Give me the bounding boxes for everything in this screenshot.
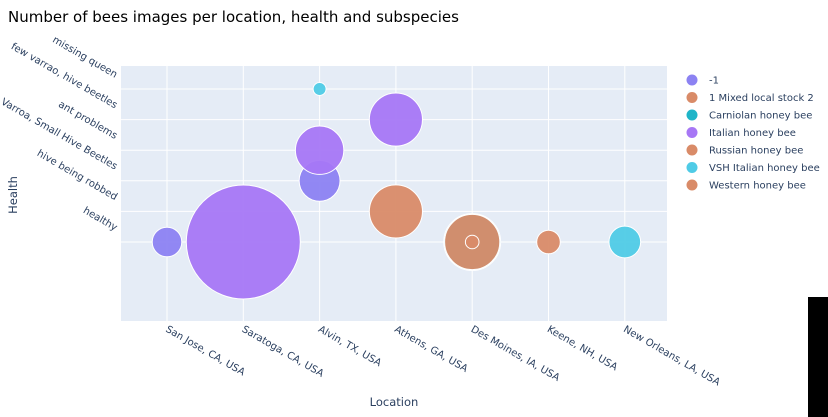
legend-item-western-honey-bee[interactable]: Western honey bee — [686, 179, 806, 192]
legend-label: Western honey bee — [709, 181, 806, 192]
legend-marker — [686, 144, 698, 156]
legend-item-1[interactable]: -1 — [686, 74, 719, 87]
bubble-italian-honey-bee[interactable] — [368, 92, 423, 147]
legend-label: VSH Italian honey bee — [709, 163, 820, 174]
bubble-vsh-italian-honey-bee[interactable] — [608, 225, 642, 259]
x-axis-title: Location — [370, 395, 419, 409]
bubble-1[interactable] — [151, 226, 183, 258]
legend-label: Russian honey bee — [709, 146, 803, 157]
legend-item-1-mixed-local-stock-2[interactable]: 1 Mixed local stock 2 — [686, 92, 814, 104]
legend-label: Italian honey bee — [709, 128, 796, 139]
bubble-western-honey-bee[interactable] — [536, 229, 561, 255]
bubbles — [151, 82, 642, 300]
bubble-western-honey-bee[interactable] — [464, 234, 480, 250]
legend-item-carniolan-honey-bee[interactable]: Carniolan honey bee — [686, 109, 813, 122]
bubble-italian-honey-bee[interactable] — [185, 184, 301, 300]
y-axis-title: Health — [6, 176, 20, 214]
edge-black-bar — [808, 297, 828, 417]
legend-marker — [686, 74, 698, 86]
legend-label: -1 — [709, 76, 719, 87]
y-tick-label: healthy — [81, 205, 119, 233]
legend-item-russian-honey-bee[interactable]: Russian honey bee — [686, 144, 804, 157]
x-tick-label: Keene, NH, USA — [545, 324, 619, 373]
bubble-italian-honey-bee[interactable] — [294, 125, 345, 175]
legend-marker — [686, 92, 698, 103]
legend-item-italian-honey-bee[interactable]: Italian honey bee — [686, 127, 796, 139]
legend-marker — [686, 179, 698, 191]
x-tick-label: San Jose, CA, USA — [164, 324, 247, 378]
legend-marker — [686, 127, 698, 138]
x-tick-label: Saratoga, CA, USA — [240, 324, 326, 380]
legend-label: 1 Mixed local stock 2 — [709, 93, 814, 104]
legend-marker — [686, 109, 698, 121]
x-tick-label: Athens, GA, USA — [392, 324, 469, 375]
legend-label: Carniolan honey bee — [709, 111, 812, 122]
legend-marker — [686, 162, 698, 173]
bubble-vsh-italian-honey-bee[interactable] — [312, 82, 327, 96]
x-tick-label: New Orleans, LA, USA — [621, 324, 722, 388]
chart-title: Number of bees images per location, heal… — [8, 8, 459, 26]
bubble-russian-honey-bee[interactable] — [368, 184, 423, 239]
legend: -1 1 Mixed local stock 2 Carniolan honey b… — [686, 74, 820, 192]
x-tick-label: Alvin, TX, USA — [316, 324, 383, 369]
legend-item-vsh-italian-honey-bee[interactable]: VSH Italian honey bee — [686, 162, 820, 174]
